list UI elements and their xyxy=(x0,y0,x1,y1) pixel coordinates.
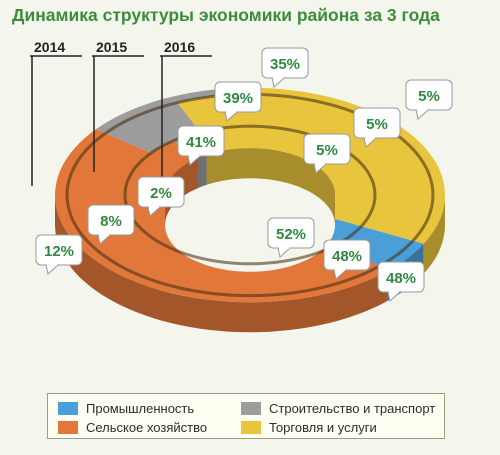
data-label-pointer-join xyxy=(273,76,283,79)
data-label-text: 12% xyxy=(44,243,74,260)
legend-label-agriculture: Сельское хозяйство xyxy=(86,420,208,435)
data-label-construction-2014: 12% xyxy=(35,234,83,275)
data-label-box xyxy=(87,204,135,236)
legend-label-industry: Промышленность xyxy=(86,401,195,416)
legend-item-construction: Строительство и транспорт xyxy=(241,401,435,416)
ring-2015-agriculture-slice xyxy=(67,133,380,296)
data-label-pointer-join xyxy=(47,263,57,266)
data-label-agriculture-2015: 48% xyxy=(323,239,371,280)
data-label-text: 39% xyxy=(223,90,253,107)
data-label-text: 52% xyxy=(276,226,306,243)
data-label-pointer-join xyxy=(389,290,399,293)
ring-2014-construction-slice xyxy=(95,89,222,134)
outer-wall-trade xyxy=(423,195,445,274)
legend-item-agriculture: Сельское хозяйство xyxy=(58,420,207,435)
data-label-box xyxy=(177,125,225,157)
data-label-pointer-join xyxy=(99,233,109,236)
data-label-industry-2016: 5% xyxy=(303,133,351,174)
data-label-pointer xyxy=(271,77,286,88)
legend: Промышленность Строительство и транспорт… xyxy=(47,393,445,439)
data-label-box xyxy=(261,47,309,79)
legend-swatch-construction xyxy=(241,402,261,415)
data-label-box xyxy=(214,81,262,113)
data-label-box xyxy=(137,176,185,208)
data-label-trade-2014: 35% xyxy=(261,47,309,88)
data-label-text: 5% xyxy=(316,142,338,159)
data-label-box xyxy=(405,79,453,111)
data-label-text: 5% xyxy=(366,116,388,133)
data-label-pointer xyxy=(45,264,60,275)
data-label-text: 8% xyxy=(100,213,122,230)
data-label-box xyxy=(35,234,83,266)
data-label-industry-2014: 5% xyxy=(405,79,453,120)
data-label-trade-2016: 41% xyxy=(177,125,225,166)
data-label-text: 5% xyxy=(418,88,440,105)
data-label-box xyxy=(377,261,425,293)
data-label-text: 48% xyxy=(332,248,362,265)
data-label-text: 48% xyxy=(386,270,416,287)
ring-2015-construction-slice xyxy=(105,102,201,153)
hole-wall-trade xyxy=(206,148,335,225)
data-label-box xyxy=(323,239,371,271)
data-label-pointer-join xyxy=(335,268,345,271)
data-label-pointer-join xyxy=(226,110,236,113)
data-label-box xyxy=(353,107,401,139)
ring-separator xyxy=(65,92,435,298)
data-label-trade-2015: 39% xyxy=(214,81,262,122)
data-label-text: 41% xyxy=(186,134,216,151)
data-label-box xyxy=(303,133,351,165)
hole-wall-construction xyxy=(197,154,207,189)
data-label-agriculture-2014: 48% xyxy=(377,261,425,302)
data-label-pointer xyxy=(387,291,402,302)
data-label-pointer-join xyxy=(315,162,325,165)
legend-item-trade: Торговля и услуги xyxy=(241,420,377,435)
data-label-pointer xyxy=(415,109,430,120)
legend-swatch-agriculture xyxy=(58,421,78,434)
legend-label-trade: Торговля и услуги xyxy=(269,420,377,435)
outer-wall-agriculture xyxy=(55,195,388,333)
data-label-construction-2016: 2% xyxy=(137,176,185,217)
data-label-construction-2015: 8% xyxy=(87,204,135,245)
data-label-text: 35% xyxy=(270,56,300,73)
data-label-pointer-join xyxy=(417,108,427,111)
data-label-pointer-join xyxy=(149,205,159,208)
year-label-2016: 2016 xyxy=(164,39,195,55)
legend-label-construction: Строительство и транспорт xyxy=(269,401,436,416)
data-label-agriculture-2016: 52% xyxy=(267,217,315,258)
chart-title: Динамика структуры экономики района за 3… xyxy=(12,5,440,25)
data-label-pointer-join xyxy=(365,136,375,139)
year-label-2015: 2015 xyxy=(96,39,127,55)
legend-swatch-industry xyxy=(58,402,78,415)
data-label-box xyxy=(267,217,315,249)
data-label-industry-2015: 5% xyxy=(353,107,401,148)
data-label-pointer-join xyxy=(189,154,199,157)
donut-chart: 2014 2015 2016 35% 39% 41% 5% 5% 5% 48% 48% 52% 12% 8… xyxy=(30,39,453,333)
data-label-text: 2% xyxy=(150,185,172,202)
year-label-2014: 2014 xyxy=(34,39,65,55)
legend-swatch-trade xyxy=(241,421,261,434)
legend-item-industry: Промышленность xyxy=(58,401,194,416)
data-label-pointer-join xyxy=(279,246,289,249)
